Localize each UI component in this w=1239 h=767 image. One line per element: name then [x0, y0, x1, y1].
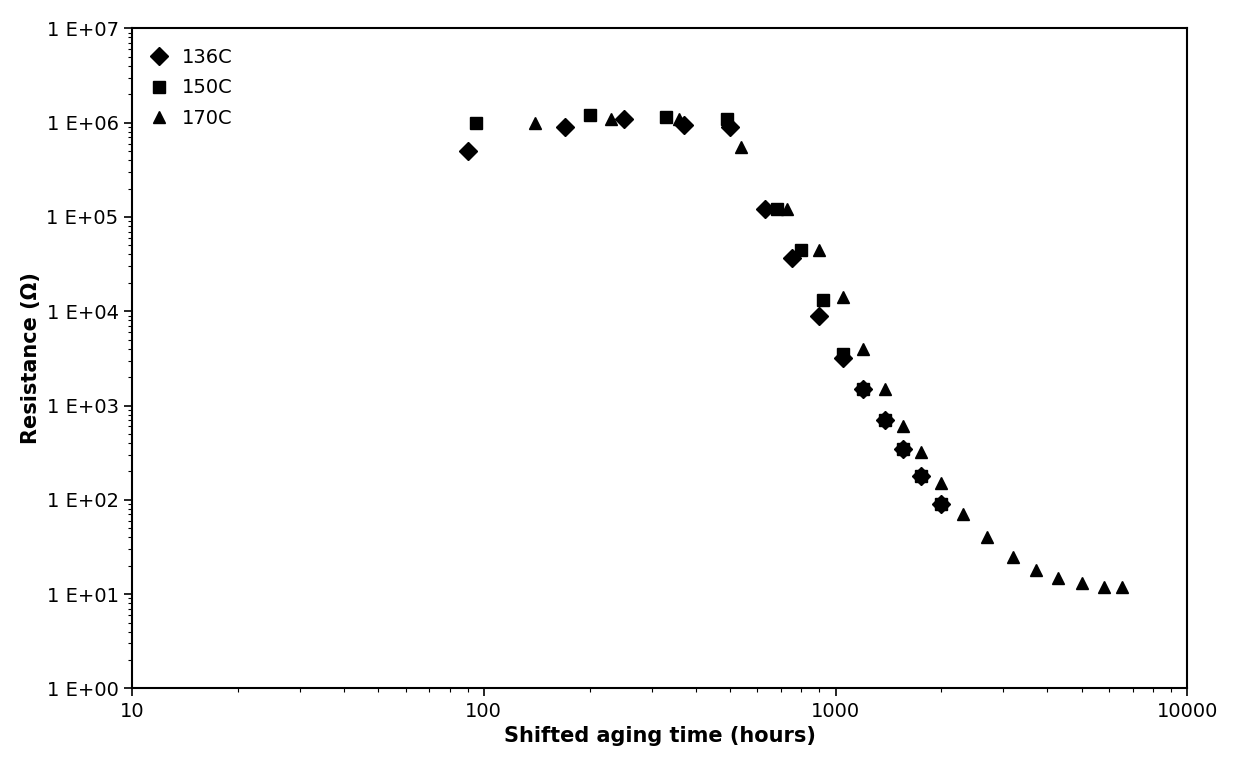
170C [1114, 582, 1129, 591]
136C [757, 205, 772, 214]
136C [676, 120, 691, 130]
150C [659, 112, 674, 121]
170C [603, 114, 618, 123]
170C [913, 448, 928, 457]
150C [856, 384, 871, 393]
170C [980, 533, 995, 542]
170C [1074, 579, 1089, 588]
X-axis label: Shifted aging time (hours): Shifted aging time (hours) [504, 726, 815, 746]
Legend: 136C, 150C, 170C: 136C, 150C, 170C [141, 38, 243, 138]
170C [1006, 552, 1021, 561]
170C [672, 114, 686, 123]
136C [913, 471, 928, 480]
Y-axis label: Resistance (Ω): Resistance (Ω) [21, 272, 41, 444]
170C [895, 422, 909, 431]
170C [528, 118, 543, 127]
170C [934, 479, 949, 488]
150C [934, 499, 949, 509]
170C [1028, 565, 1043, 574]
136C [934, 499, 949, 509]
170C [781, 205, 795, 214]
150C [895, 444, 909, 453]
150C [815, 296, 830, 305]
136C [460, 146, 475, 156]
150C [582, 110, 597, 120]
150C [913, 471, 928, 480]
Line: 150C: 150C [470, 109, 948, 510]
136C [812, 311, 826, 320]
170C [856, 344, 871, 354]
170C [835, 293, 850, 302]
150C [468, 118, 483, 127]
Line: 170C: 170C [529, 113, 1127, 593]
170C [877, 384, 892, 393]
136C [895, 444, 909, 453]
150C [769, 205, 784, 214]
136C [616, 114, 631, 123]
170C [733, 143, 748, 152]
Line: 136C: 136C [461, 113, 948, 510]
170C [1051, 573, 1066, 582]
170C [812, 245, 826, 254]
136C [877, 416, 892, 425]
150C [835, 350, 850, 359]
170C [955, 510, 970, 519]
150C [877, 416, 892, 425]
136C [784, 253, 799, 262]
136C [856, 384, 871, 393]
150C [719, 114, 733, 123]
136C [722, 123, 737, 132]
136C [558, 123, 572, 132]
170C [1097, 582, 1111, 591]
136C [835, 354, 850, 363]
150C [794, 245, 809, 254]
